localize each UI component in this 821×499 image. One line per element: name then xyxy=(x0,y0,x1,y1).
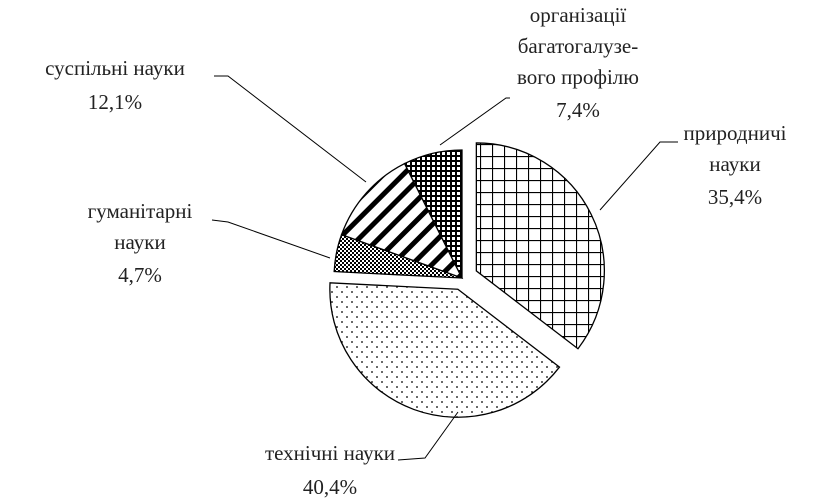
slice-label: суспільні науки xyxy=(45,56,185,80)
slice-label: організації багатогалузе-вого профілю xyxy=(517,3,639,89)
pie-slice xyxy=(340,162,464,280)
value-label: 4,7% xyxy=(118,263,162,287)
leader-line xyxy=(397,411,459,461)
slice-label: технічні науки xyxy=(265,441,395,465)
value-label: 7,4% xyxy=(556,98,600,122)
leader-line xyxy=(439,97,510,146)
value-label: 12,1% xyxy=(88,90,142,114)
value-label: 35,4% xyxy=(708,185,762,209)
slice-label: гуманітарні науки xyxy=(88,199,193,254)
slice-label: природничі науки xyxy=(684,121,787,176)
pie-slice xyxy=(475,142,605,350)
leader-line xyxy=(214,75,367,183)
leader-line xyxy=(211,219,331,259)
pie-slice xyxy=(403,149,463,279)
pie-slice xyxy=(329,282,561,418)
value-label: 40,4% xyxy=(303,475,357,499)
leader-line xyxy=(599,141,678,211)
